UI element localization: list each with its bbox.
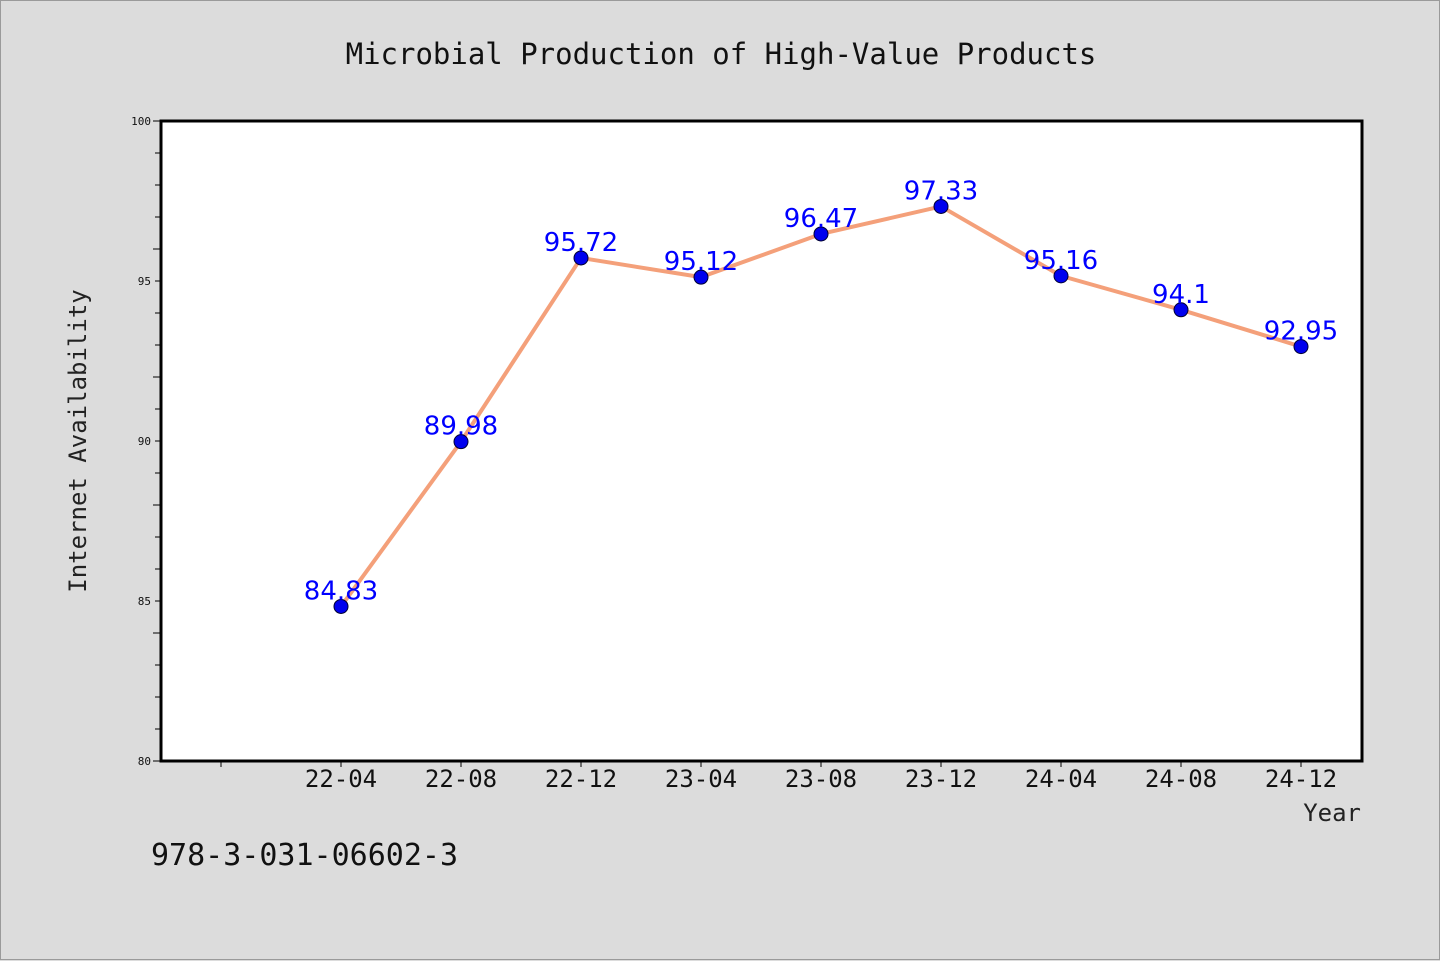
y-axis: 80 85 90 95 100 bbox=[131, 115, 161, 768]
y-tick-label: 100 bbox=[131, 115, 151, 128]
data-label: 95.72 bbox=[544, 228, 618, 258]
data-label: 94.1 bbox=[1152, 280, 1210, 310]
data-label: 95.12 bbox=[664, 247, 738, 277]
y-tick-label: 85 bbox=[138, 595, 151, 608]
data-point bbox=[333, 598, 349, 614]
data-label: 92.95 bbox=[1264, 317, 1338, 347]
data-label: 97.33 bbox=[904, 176, 978, 206]
x-tick-label: 22-04 bbox=[305, 765, 377, 793]
chart-title: Microbial Production of High-Value Produ… bbox=[346, 37, 1097, 71]
y-tick-label: 90 bbox=[138, 435, 151, 448]
y-axis-label: Internet Availability bbox=[64, 289, 92, 592]
x-tick-label: 22-12 bbox=[545, 765, 617, 793]
x-tick-label: 24-08 bbox=[1145, 765, 1217, 793]
data-point bbox=[1173, 302, 1189, 318]
x-tick-label: 24-12 bbox=[1265, 765, 1337, 793]
data-label: 84.83 bbox=[304, 576, 378, 606]
isbn-footer: 978-3-031-06602-3 bbox=[151, 838, 458, 873]
data-label: 95.16 bbox=[1024, 246, 1098, 276]
data-point bbox=[813, 226, 829, 242]
x-tick-label: 22-08 bbox=[425, 765, 497, 793]
y-tick-label: 80 bbox=[138, 755, 151, 768]
x-tick-label: 24-04 bbox=[1025, 765, 1097, 793]
data-point bbox=[573, 250, 589, 266]
y-tick-label: 95 bbox=[138, 275, 151, 288]
x-tick-label: 23-04 bbox=[665, 765, 737, 793]
data-point bbox=[453, 434, 469, 450]
data-point bbox=[1293, 339, 1309, 355]
x-axis: 22-04 22-08 22-12 23-04 23-08 23-12 24-04 24-08… bbox=[220, 761, 1337, 793]
x-axis-label: Year bbox=[1303, 799, 1361, 827]
data-point bbox=[693, 269, 709, 285]
x-tick-label: 23-12 bbox=[905, 765, 977, 793]
data-point bbox=[933, 198, 949, 214]
x-tick-label: 23-08 bbox=[785, 765, 857, 793]
series-layer: 84.83 89.98 95.72 95.12 96.47 97.33 95.16 94.1 9… bbox=[304, 176, 1338, 614]
data-label: 89.98 bbox=[424, 412, 498, 442]
data-point bbox=[1053, 268, 1069, 284]
plot-area bbox=[159, 119, 1364, 763]
data-label: 96.47 bbox=[784, 204, 858, 234]
